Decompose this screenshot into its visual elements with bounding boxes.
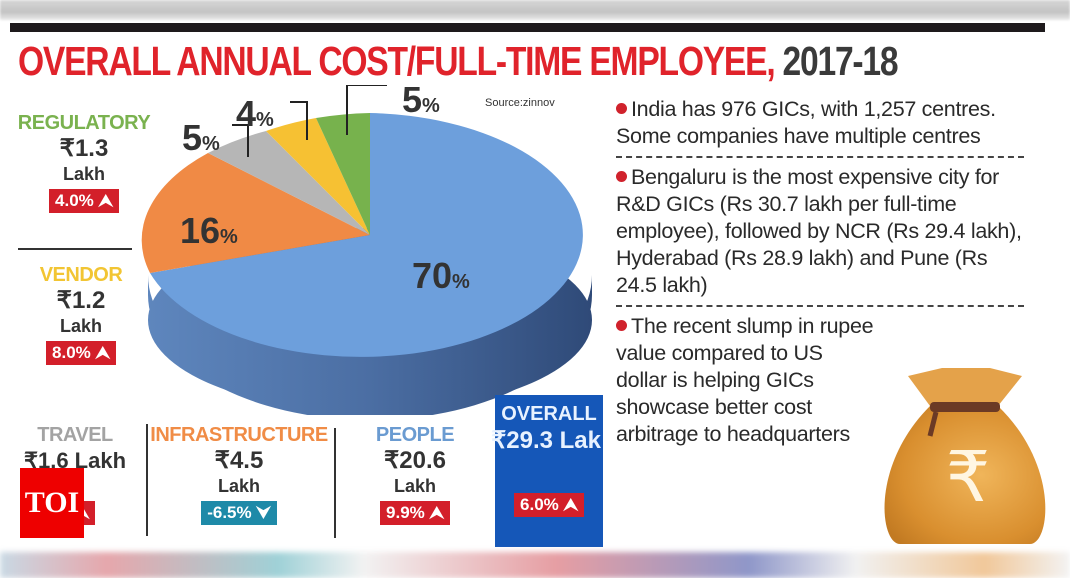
change-badge: 8.0% ⮝ bbox=[46, 341, 116, 365]
chart-title: OVERALL ANNUAL COST/FULL-TIME EMPLOYEE, … bbox=[18, 38, 899, 84]
pie-label-travel: 5% bbox=[182, 117, 220, 158]
overall-box: OVERALL ₹29.3 Lak 6.0% ⮝ bbox=[491, 395, 603, 547]
stat-people: PEOPLE ₹20.6 Lakh 9.9% ⮝ bbox=[340, 424, 490, 525]
facts-list: India has 976 GICs, with 1,257 centres. … bbox=[616, 96, 1024, 460]
svg-text:₹: ₹ bbox=[946, 436, 991, 518]
change-badge: 6.0% ⮝ bbox=[514, 493, 584, 517]
toi-logo: TOI bbox=[20, 468, 84, 538]
change-badge: 9.9% ⮝ bbox=[380, 501, 450, 525]
pie-chart: 70% 16% 5% 4% 5% bbox=[140, 79, 600, 420]
pie-label-infrastructure: 16% bbox=[180, 210, 238, 251]
pie-label-regulatory: 5% bbox=[402, 79, 440, 120]
stat-infrastructure: INFRASTRUCTURE ₹4.5 Lakh -6.5% ⮟ bbox=[150, 424, 328, 525]
bullet-dot-icon bbox=[616, 320, 627, 331]
fact-item: Bengaluru is the most expensive city for… bbox=[616, 164, 1024, 307]
bullet-dot-icon bbox=[616, 171, 627, 182]
divider bbox=[146, 424, 148, 536]
top-rule bbox=[10, 23, 1045, 32]
divider bbox=[18, 248, 132, 250]
bullet-dot-icon bbox=[616, 103, 627, 114]
change-badge: -6.5% ⮟ bbox=[201, 501, 277, 525]
change-badge: 4.0% ⮝ bbox=[49, 189, 119, 213]
source-note: Source:zinnov bbox=[485, 97, 555, 109]
pie-label-people: 70% bbox=[412, 255, 470, 296]
stat-regulatory: REGULATORY ₹1.3 Lakh 4.0% ⮝ bbox=[16, 112, 152, 213]
pie-label-vendor: 4% bbox=[236, 93, 274, 134]
top-blur-strip bbox=[0, 0, 1070, 20]
divider bbox=[334, 428, 336, 538]
fact-item: India has 976 GICs, with 1,257 centres. … bbox=[616, 96, 1024, 158]
fact-item: The recent slump in rupee value compared… bbox=[616, 314, 874, 446]
bottom-blur-strip bbox=[0, 552, 1070, 578]
money-bag-icon: ₹ bbox=[880, 356, 1050, 546]
stat-vendor: VENDOR ₹1.2 Lakh 8.0% ⮝ bbox=[16, 264, 146, 365]
